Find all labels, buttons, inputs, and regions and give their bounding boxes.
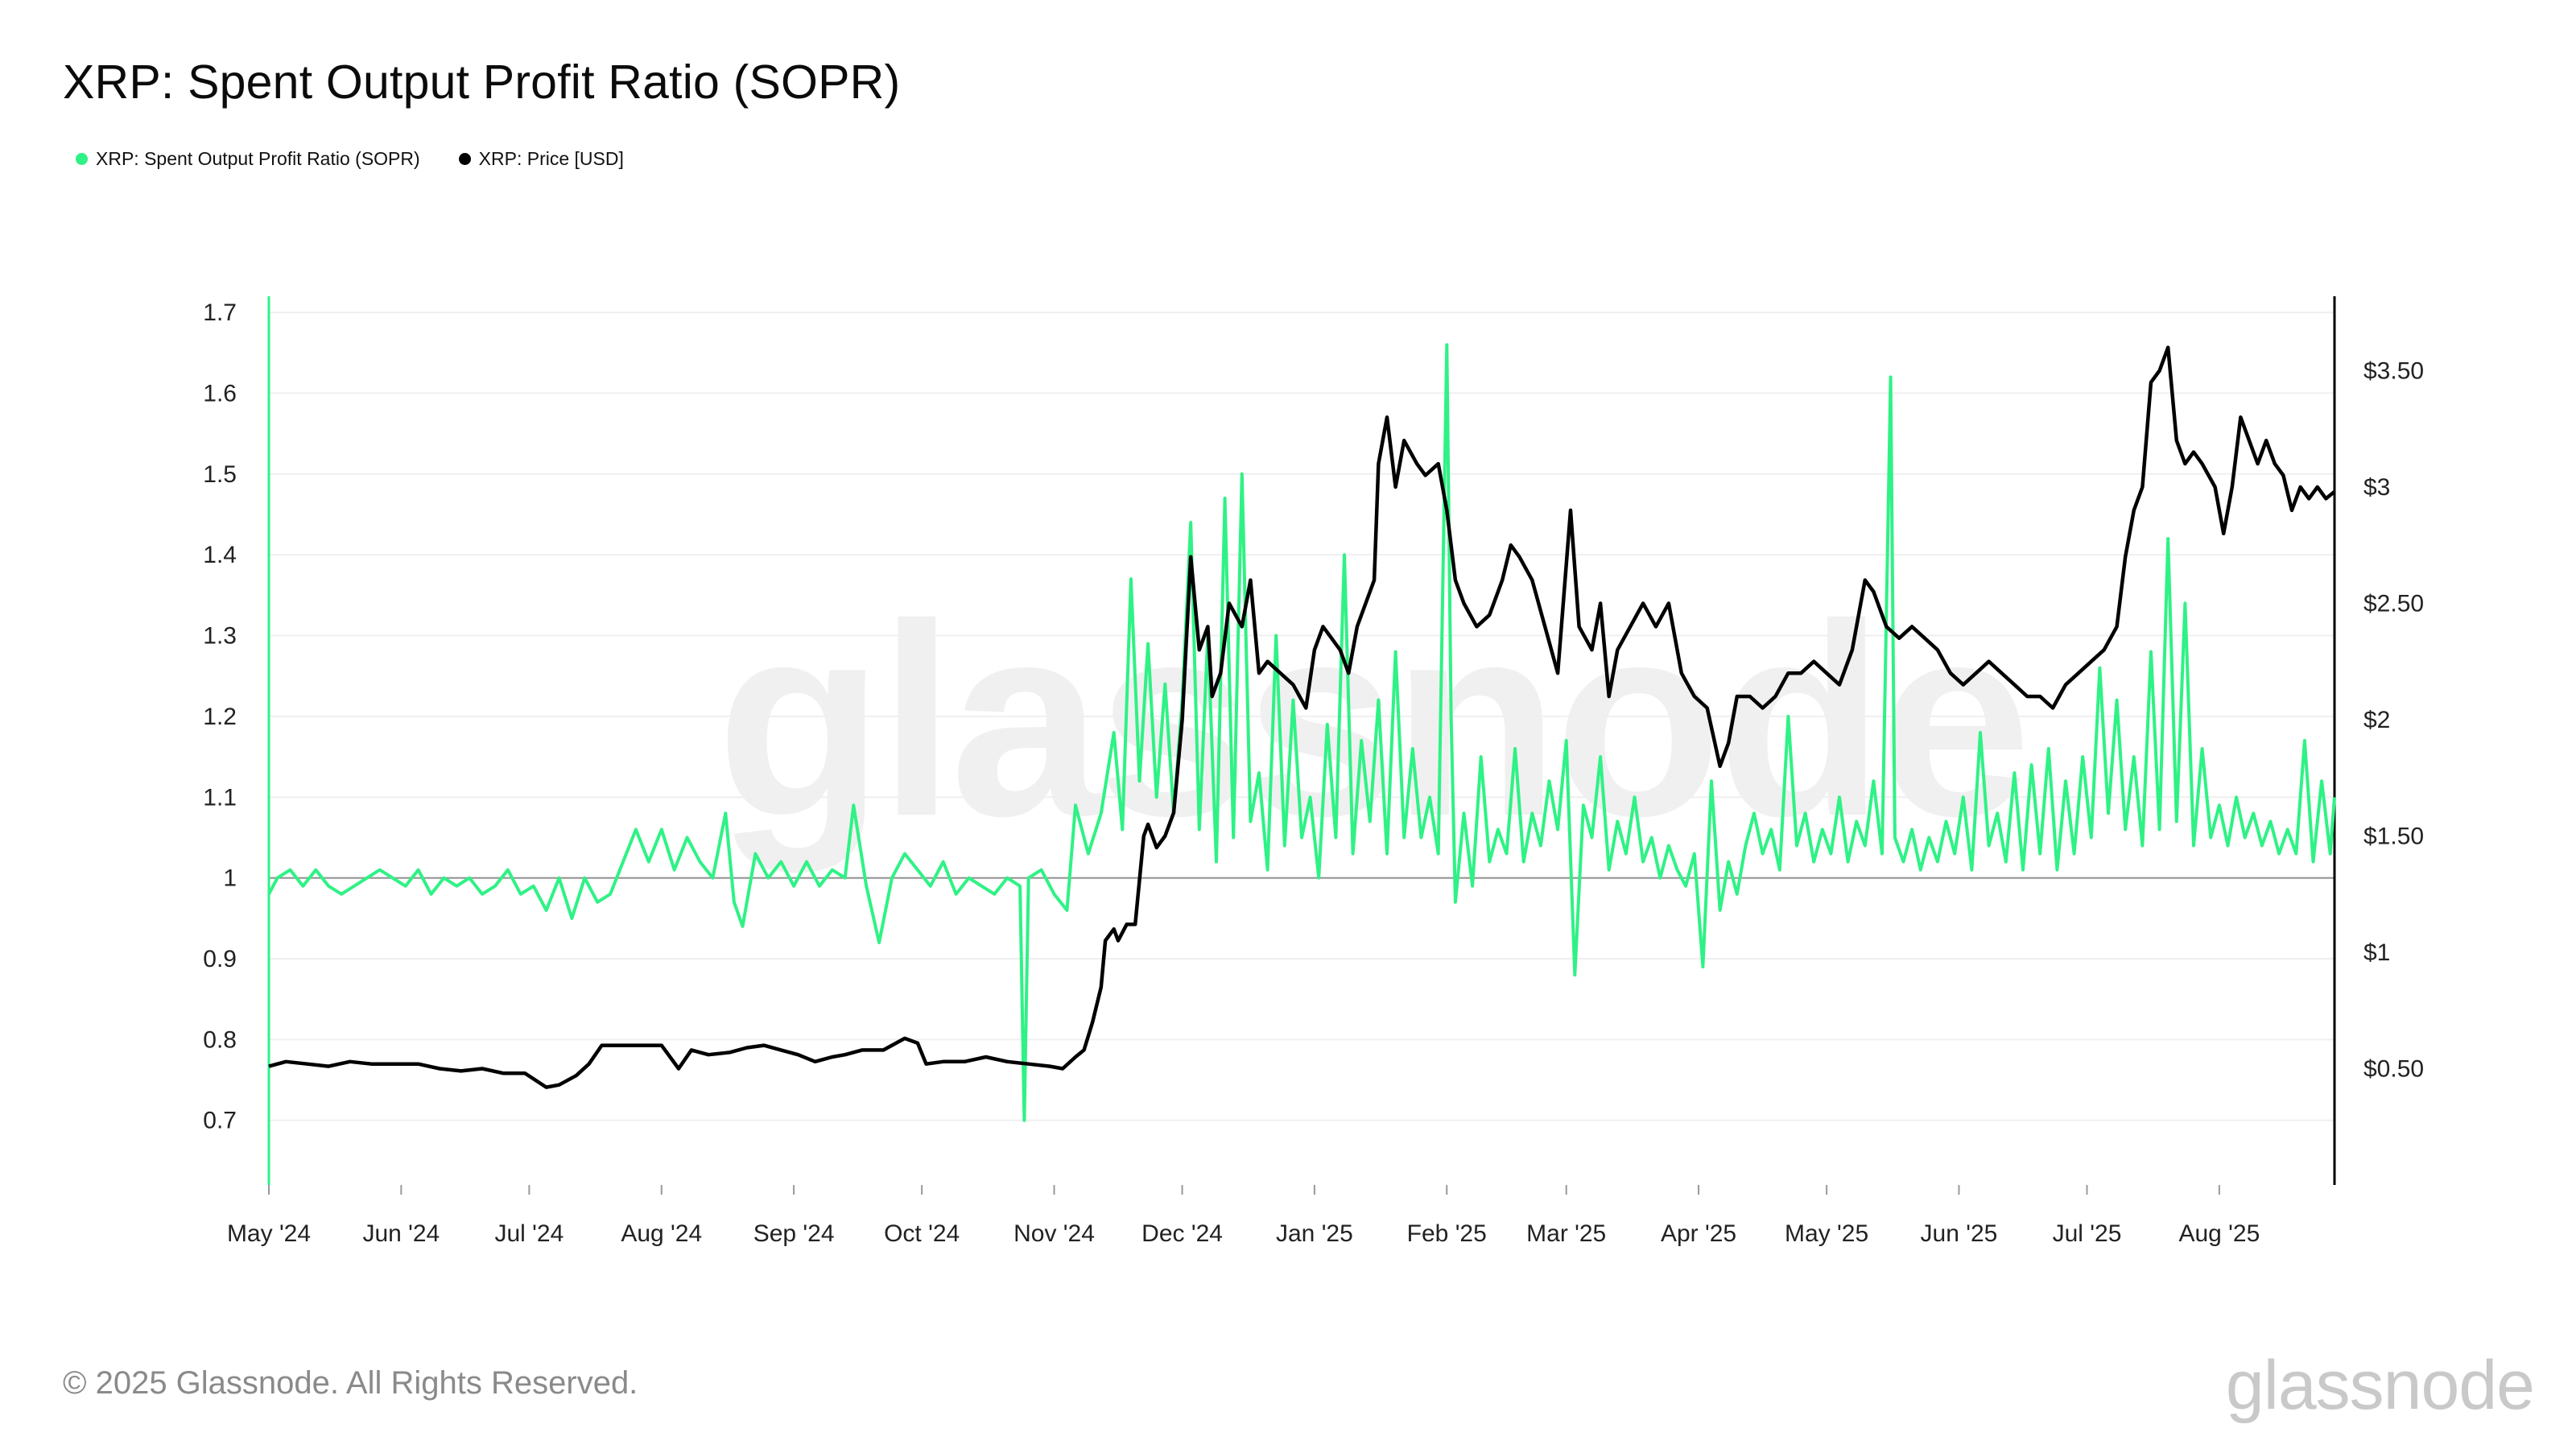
chart-title: XRP: Spent Output Profit Ratio (SOPR)	[63, 56, 901, 109]
glassnode-logo[interactable]: glassnode	[2225, 1347, 2535, 1424]
y-right-tick-label: $3	[2363, 474, 2390, 501]
axis-layer	[267, 296, 2336, 1195]
y-right-tick-label: $1	[2363, 939, 2390, 966]
y-left-tick-label: 1.4	[203, 542, 237, 568]
y-left-tick-label: 1.7	[203, 299, 237, 326]
watermark: glassnode	[716, 568, 2032, 873]
y-right-tick-label: $0.50	[2363, 1055, 2424, 1082]
series-layer	[267, 343, 2336, 1122]
y-left-tick-label: 1.5	[203, 461, 237, 488]
y-left-tick-label: 1.3	[203, 623, 237, 650]
y-left-tick-label: 1	[223, 865, 237, 892]
legend-label-sopr: XRP: Spent Output Profit Ratio (SOPR)	[96, 148, 420, 169]
sopr-series-line	[267, 343, 2336, 1122]
x-tick-label: Feb '25	[1407, 1220, 1487, 1247]
y-left-tick-label: 1.2	[203, 704, 237, 730]
y-left-tick-label: 0.8	[203, 1026, 237, 1053]
grid-layer	[269, 312, 2334, 1121]
legend-dot-price	[458, 153, 471, 165]
copyright-footer: © 2025 Glassnode. All Rights Reserved.	[63, 1365, 638, 1401]
x-tick-label: Dec '24	[1141, 1220, 1223, 1247]
x-tick-label: Jan '25	[1276, 1220, 1353, 1247]
x-tick-label: Jun '24	[362, 1220, 440, 1247]
x-tick-label: May '25	[1785, 1220, 1868, 1247]
x-tick-label: Apr '25	[1661, 1220, 1736, 1247]
x-tick-label: Aug '25	[2178, 1220, 2260, 1247]
x-tick-label: Aug '24	[621, 1220, 702, 1247]
y-right-tick-label: $1.50	[2363, 823, 2424, 849]
y-left-tick-label: 0.9	[203, 946, 237, 972]
legend: XRP: Spent Output Profit Ratio (SOPR) XR…	[76, 148, 624, 170]
price-series-line	[268, 345, 2336, 1089]
legend-dot-sopr	[76, 153, 88, 165]
x-tick-label: Jul '25	[2053, 1220, 2122, 1247]
legend-item-sopr[interactable]: XRP: Spent Output Profit Ratio (SOPR)	[76, 148, 420, 170]
x-tick-label: Oct '24	[884, 1220, 960, 1247]
x-tick-label: Jun '25	[1921, 1220, 1998, 1247]
x-tick-label: Sep '24	[753, 1220, 835, 1247]
y-left-tick-label: 0.7	[203, 1108, 237, 1134]
x-tick-label: Jul '24	[495, 1220, 564, 1247]
legend-item-price[interactable]: XRP: Price [USD]	[458, 148, 624, 170]
label-layer: 0.7 0.8 0.9 1 1.1 1.2 1.3 1.4 1.5 1.6 1.7 $0.50 $1 $1…	[203, 299, 2424, 1247]
x-tick-label: May '24	[227, 1220, 311, 1247]
y-right-tick-label: $2.50	[2363, 590, 2424, 617]
x-tick-label: Nov '24	[1013, 1220, 1095, 1247]
y-left-tick-label: 1.1	[203, 784, 237, 811]
y-right-tick-label: $2	[2363, 707, 2390, 733]
legend-label-price: XRP: Price [USD]	[478, 148, 624, 169]
x-tick-label: Mar '25	[1526, 1220, 1606, 1247]
y-right-tick-label: $3.50	[2363, 357, 2424, 384]
y-left-tick-label: 1.6	[203, 380, 237, 407]
